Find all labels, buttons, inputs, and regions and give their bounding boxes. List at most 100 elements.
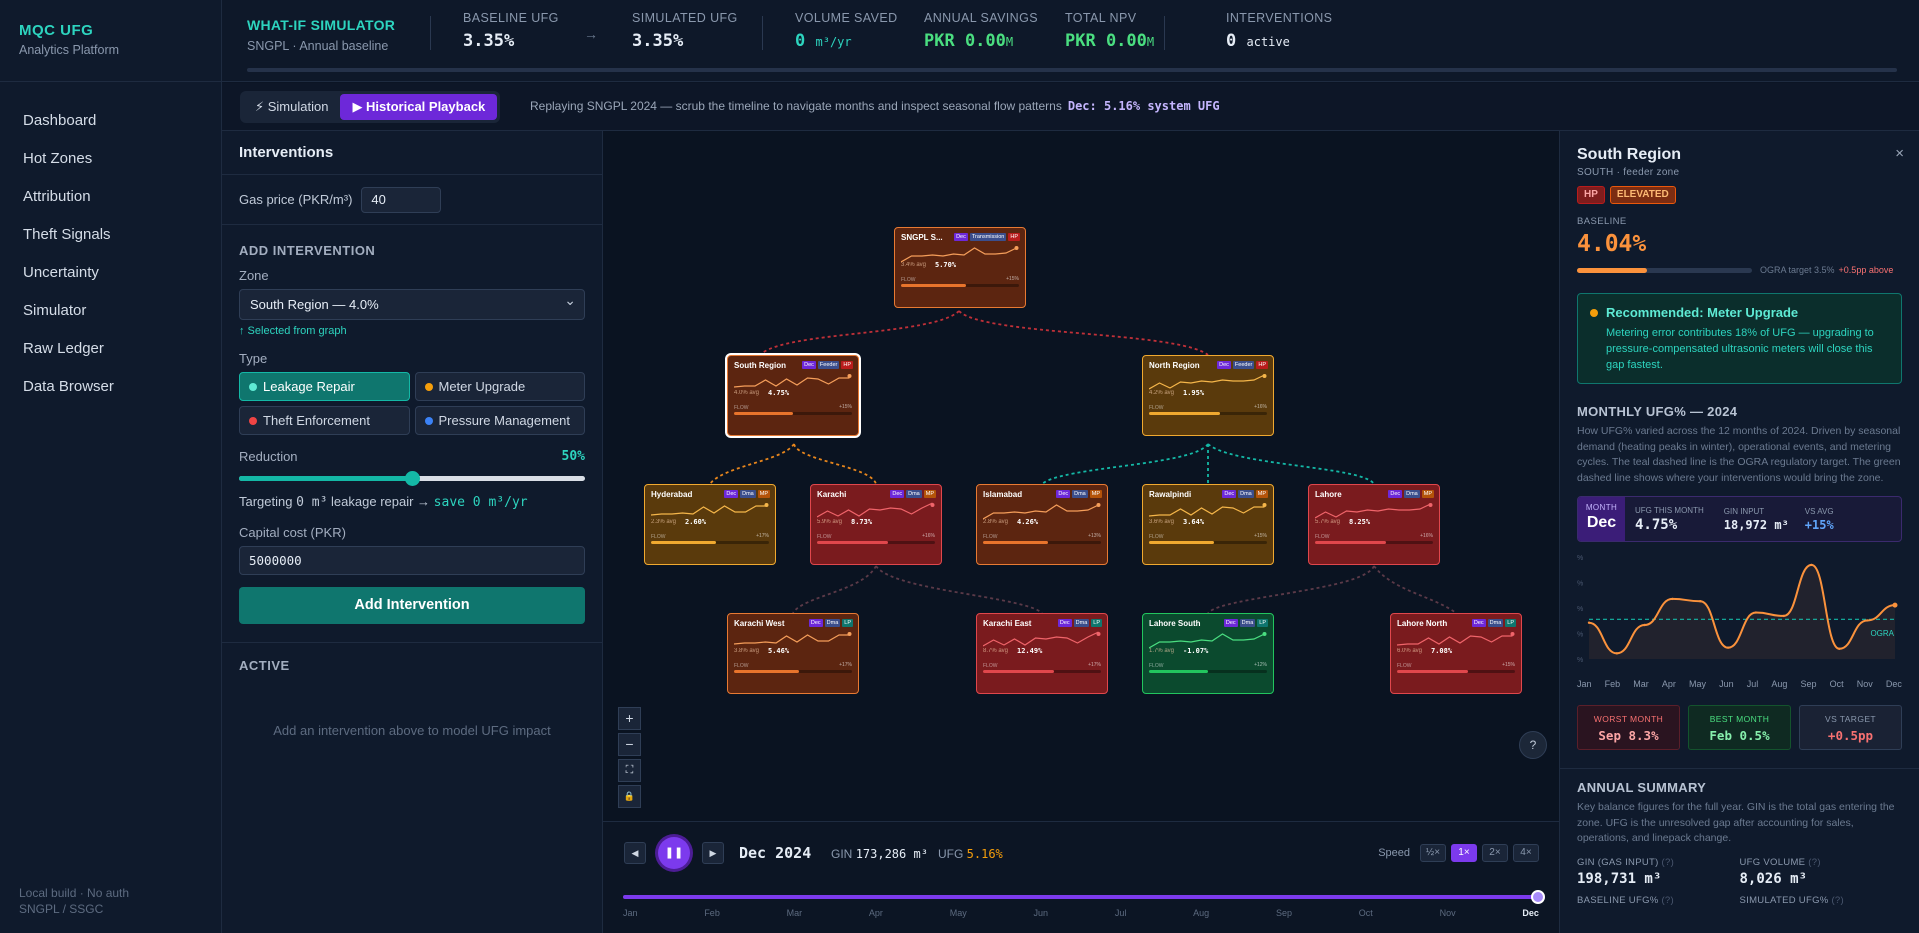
help-button[interactable]: ?: [1519, 731, 1547, 759]
nav-item-uncertainty[interactable]: Uncertainty: [23, 264, 99, 281]
speed-2x-button[interactable]: 2×: [1482, 844, 1508, 862]
node-badge: Dec: [1222, 490, 1237, 498]
speed-half-button[interactable]: ½×: [1420, 844, 1446, 862]
node-flow-fill: [734, 412, 793, 415]
gas-price-input[interactable]: [361, 186, 442, 213]
type-pressure-management[interactable]: Pressure Management: [414, 406, 585, 435]
ufg-month-value: 4.75%: [1635, 516, 1678, 533]
graph-node-khie[interactable]: Karachi East Dec Dma LP 8.7% avg 12.49% FLOW +1…: [976, 613, 1108, 694]
node-badge: HP: [1256, 361, 1268, 369]
stat-label: ANNUAL SAVINGS: [924, 11, 1038, 25]
data-point[interactable]: [1615, 652, 1619, 655]
timeline-month[interactable]: Mar: [786, 908, 803, 918]
nav-item-dashboard[interactable]: Dashboard: [23, 112, 97, 129]
nav-item-theft-signals[interactable]: Theft Signals: [23, 226, 111, 243]
simulation-mode-button[interactable]: ⚡ Simulation: [255, 99, 329, 114]
data-point[interactable]: [1810, 563, 1813, 567]
data-point[interactable]: [1892, 602, 1898, 608]
data-point[interactable]: [1671, 597, 1674, 601]
timeline-month[interactable]: Jun: [1033, 908, 1049, 918]
above-target-text: +0.5pp above: [1838, 265, 1894, 275]
gin-value: 173,286 m³: [855, 847, 928, 861]
graph-node-khiw[interactable]: Karachi West Dec Dma LP 3.8% avg 5.46% FLOW +17…: [727, 613, 859, 694]
type-leakage-repair[interactable]: Leakage Repair: [239, 372, 410, 401]
network-graph[interactable]: SNGPL S... Dec Transmission HP 3.4% avg 5.70%…: [603, 131, 1559, 821]
info-icon[interactable]: (?): [1808, 856, 1821, 868]
zoom-in-button[interactable]: +: [618, 707, 641, 730]
nav-item-simulator[interactable]: Simulator: [23, 302, 87, 319]
node-badge: LP: [1091, 619, 1102, 627]
reduction-row: Reduction 50%: [239, 449, 585, 464]
type-meter-upgrade[interactable]: Meter Upgrade: [414, 372, 585, 401]
graph-node-lhr[interactable]: Lahore Dec Dma MP 5.7% avg 8.25% FLOW +16%: [1308, 484, 1440, 565]
data-point[interactable]: [1643, 623, 1646, 627]
timeline-thumb[interactable]: [1531, 890, 1545, 904]
zoom-out-button[interactable]: −: [618, 733, 641, 756]
timeline-month[interactable]: Aug: [1193, 908, 1210, 918]
timeline-month[interactable]: Apr: [868, 908, 883, 918]
previous-month-button[interactable]: ◀: [624, 842, 646, 864]
graph-node-south[interactable]: South Region Dec Feeder HP 4.0% avg 4.75% FLOW…: [727, 355, 859, 436]
timeline-scrubber[interactable]: [623, 890, 1545, 904]
timeline-month[interactable]: Dec: [1522, 908, 1539, 918]
info-icon[interactable]: (?): [1831, 894, 1844, 906]
node-title: Karachi West: [734, 619, 785, 628]
node-value: -1.07%: [1183, 647, 1209, 655]
speed-4x-button[interactable]: 4×: [1513, 844, 1539, 862]
speed-1x-button[interactable]: 1×: [1451, 844, 1477, 862]
historical-playback-button[interactable]: ▶ Historical Playback: [340, 94, 498, 120]
data-point[interactable]: [1699, 600, 1702, 603]
timeline-month[interactable]: May: [949, 908, 967, 918]
dot-icon: [424, 417, 433, 425]
node-flow-fill: [1149, 670, 1208, 673]
timeline-month[interactable]: Feb: [704, 908, 720, 918]
graph-node-north[interactable]: North Region Dec Feeder HP 4.2% avg 1.95% FLOW…: [1142, 355, 1274, 436]
reduction-slider[interactable]: [239, 468, 585, 488]
timeline-month[interactable]: Jan: [623, 908, 638, 918]
baseline-value: 4.04%: [1577, 231, 1647, 257]
targeting-prefix: Targeting: [239, 494, 293, 509]
savings-value: PKR 0.00: [924, 31, 1006, 51]
data-point[interactable]: [1838, 647, 1841, 650]
add-intervention-button[interactable]: Add Intervention: [239, 587, 585, 624]
pause-button[interactable]: ❚❚: [658, 837, 690, 869]
node-flow-bar: [1315, 541, 1433, 544]
data-point[interactable]: [1754, 611, 1758, 614]
timeline-month[interactable]: Jul: [1114, 908, 1127, 918]
graph-node-lhrn[interactable]: Lahore North Dec Dma LP 6.0% avg 7.08% FLOW +15…: [1390, 613, 1522, 694]
nav-item-hot-zones[interactable]: Hot Zones: [23, 150, 93, 167]
graph-node-lhrs[interactable]: Lahore South Dec Dma LP 1.7% avg -1.07% FLOW +1…: [1142, 613, 1274, 694]
ufg-month-cell: UFG THIS MONTH 4.75%: [1635, 506, 1704, 533]
info-icon[interactable]: (?): [1661, 894, 1674, 906]
zone-select[interactable]: South Region — 4.0%: [239, 286, 585, 320]
graph-node-hyd[interactable]: Hyderabad Dec Dma MP 2.3% avg 2.60% FLOW +17%: [644, 484, 776, 565]
next-month-button[interactable]: ▶: [702, 842, 724, 864]
slider-thumb[interactable]: [405, 471, 420, 486]
data-point[interactable]: [1587, 621, 1591, 624]
data-point[interactable]: [1782, 614, 1785, 618]
capital-cost-input[interactable]: 5000000: [239, 546, 585, 575]
graph-node-rwp[interactable]: Rawalpindi Dec Dma MP 3.6% avg 3.64% FLOW +15%: [1142, 484, 1274, 565]
graph-node-isb[interactable]: Islamabad Dec Dma MP 2.8% avg 4.26% FLOW +13%: [976, 484, 1108, 565]
data-point[interactable]: [1726, 646, 1730, 649]
nav-item-raw-ledger[interactable]: Raw Ledger: [23, 340, 104, 357]
graph-node-khi[interactable]: Karachi Dec Dma MP 5.9% avg 8.73% FLOW +16%: [810, 484, 942, 565]
node-value: 7.08%: [1431, 647, 1453, 655]
type-theft-enforcement[interactable]: Theft Enforcement: [239, 406, 410, 435]
timeline-month[interactable]: Sep: [1275, 908, 1292, 918]
data-point[interactable]: [1865, 619, 1869, 622]
close-icon[interactable]: ×: [1895, 145, 1904, 162]
timeline-month[interactable]: Nov: [1439, 908, 1456, 918]
timeline-month[interactable]: Oct: [1358, 908, 1373, 918]
lock-icon[interactable]: 🔒: [618, 785, 641, 808]
stat-value: 0 m³/yr: [795, 31, 898, 51]
node-flow-pct: +13%: [1088, 533, 1101, 539]
fit-view-icon[interactable]: ⛶: [618, 759, 641, 782]
graph-node-sngpl[interactable]: SNGPL S... Dec Transmission HP 3.4% avg 5.70%…: [894, 227, 1026, 308]
node-badge: Dma: [1404, 490, 1420, 498]
nav-item-attribution[interactable]: Attribution: [23, 188, 91, 205]
volume-unit: m³/yr: [815, 35, 852, 49]
info-icon[interactable]: (?): [1661, 856, 1675, 868]
panel-title: Interventions: [222, 131, 602, 175]
nav-item-data-browser[interactable]: Data Browser: [23, 378, 114, 395]
